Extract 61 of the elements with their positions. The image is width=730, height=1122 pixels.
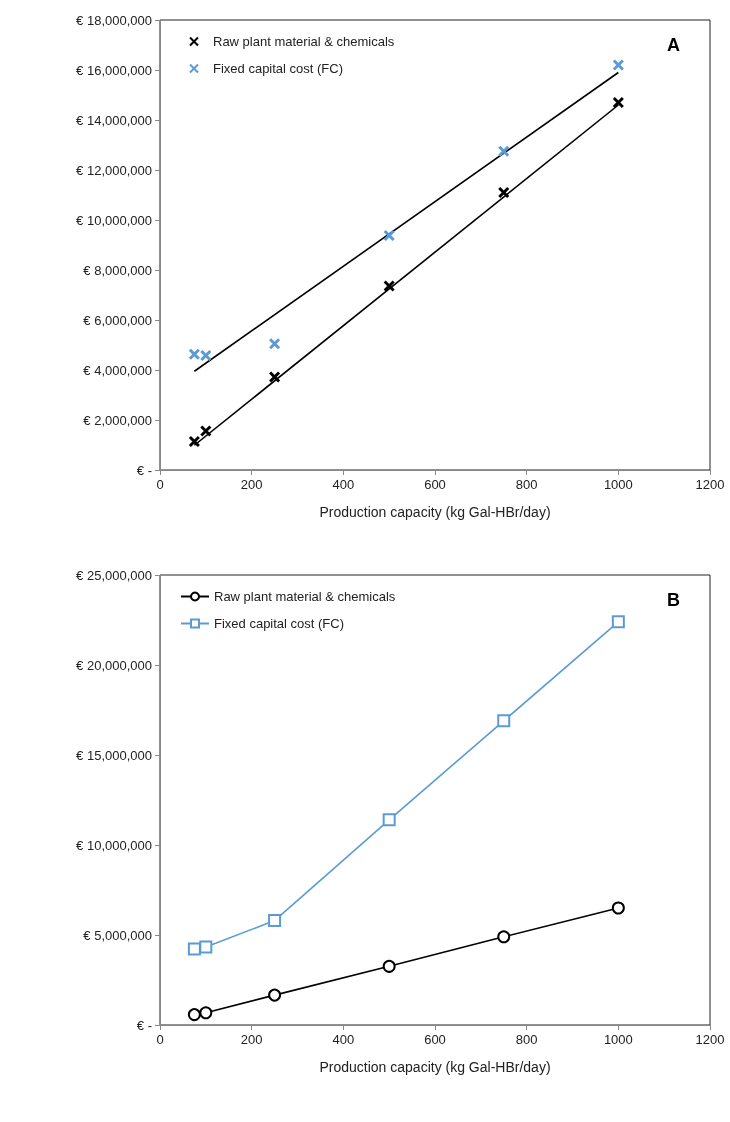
point [199,349,212,362]
y-tick-label: € 12,000,000 [76,162,152,178]
y-tick-label: € 25,000,000 [76,567,152,583]
point [268,914,282,928]
y-tick-label: € 6,000,000 [83,312,152,328]
x-axis-title: Production capacity (kg Gal-HBr/day) [319,1059,551,1075]
legend-label: Raw plant material & chemicals [214,589,396,604]
y-tick-label: € 2,000,000 [83,412,152,428]
legend-label: Fixed capital cost (FC) [214,616,345,631]
point [268,337,281,350]
annotation: A [667,35,680,55]
y-tick-label: € 15,000,000 [76,747,152,763]
x-tick-label: 200 [240,1032,263,1047]
y-tick-label: € 10,000,000 [76,837,152,853]
x-tick-label: 400 [332,477,355,492]
point [611,615,625,629]
x-tick-label: 1000 [603,477,633,492]
point [188,348,201,361]
x-tick-label: 200 [240,477,263,492]
point [188,435,201,448]
point [383,280,396,292]
point [382,959,396,973]
point [383,229,396,242]
point [497,145,510,158]
annotation: B [667,590,680,610]
point [199,425,212,437]
point [268,988,282,1002]
y-tick-label: € 14,000,000 [76,112,152,128]
x-tick-label: 600 [424,1032,446,1047]
x-tick-label: 600 [424,477,446,492]
y-tick-label: € 5,000,000 [83,927,152,943]
point [497,714,511,728]
point [497,186,510,199]
x-tick-label: 0 [156,1032,164,1047]
x-tick-label: 400 [332,1032,355,1047]
x-tick-label: 1200 [695,1032,725,1047]
point [611,901,625,915]
point [268,371,281,383]
x-tick-label: 800 [515,1032,538,1047]
legend-label: Raw plant material & chemicals [213,34,395,49]
y-tick-label: € 10,000,000 [76,212,152,228]
x-tick-label: 1000 [603,1032,633,1047]
point [382,813,396,827]
point [612,59,625,71]
y-tick-label: € 16,000,000 [76,62,152,78]
y-tick-label: € - [136,462,152,478]
point [612,96,625,109]
point [187,1008,201,1022]
point [497,930,511,944]
y-tick-label: € 18,000,000 [76,12,152,28]
y-tick-label: € - [136,1017,152,1033]
x-tick-label: 800 [515,477,538,492]
y-tick-label: € 4,000,000 [83,362,152,378]
x-axis-title: Production capacity (kg Gal-HBr/day) [319,504,551,520]
x-tick-label: 0 [156,477,164,492]
x-tick-label: 1200 [695,477,725,492]
y-tick-label: € 20,000,000 [76,657,152,673]
point [199,1006,213,1020]
y-tick-label: € 8,000,000 [83,262,152,278]
point [199,940,213,954]
legend-label: Fixed capital cost (FC) [213,61,344,76]
